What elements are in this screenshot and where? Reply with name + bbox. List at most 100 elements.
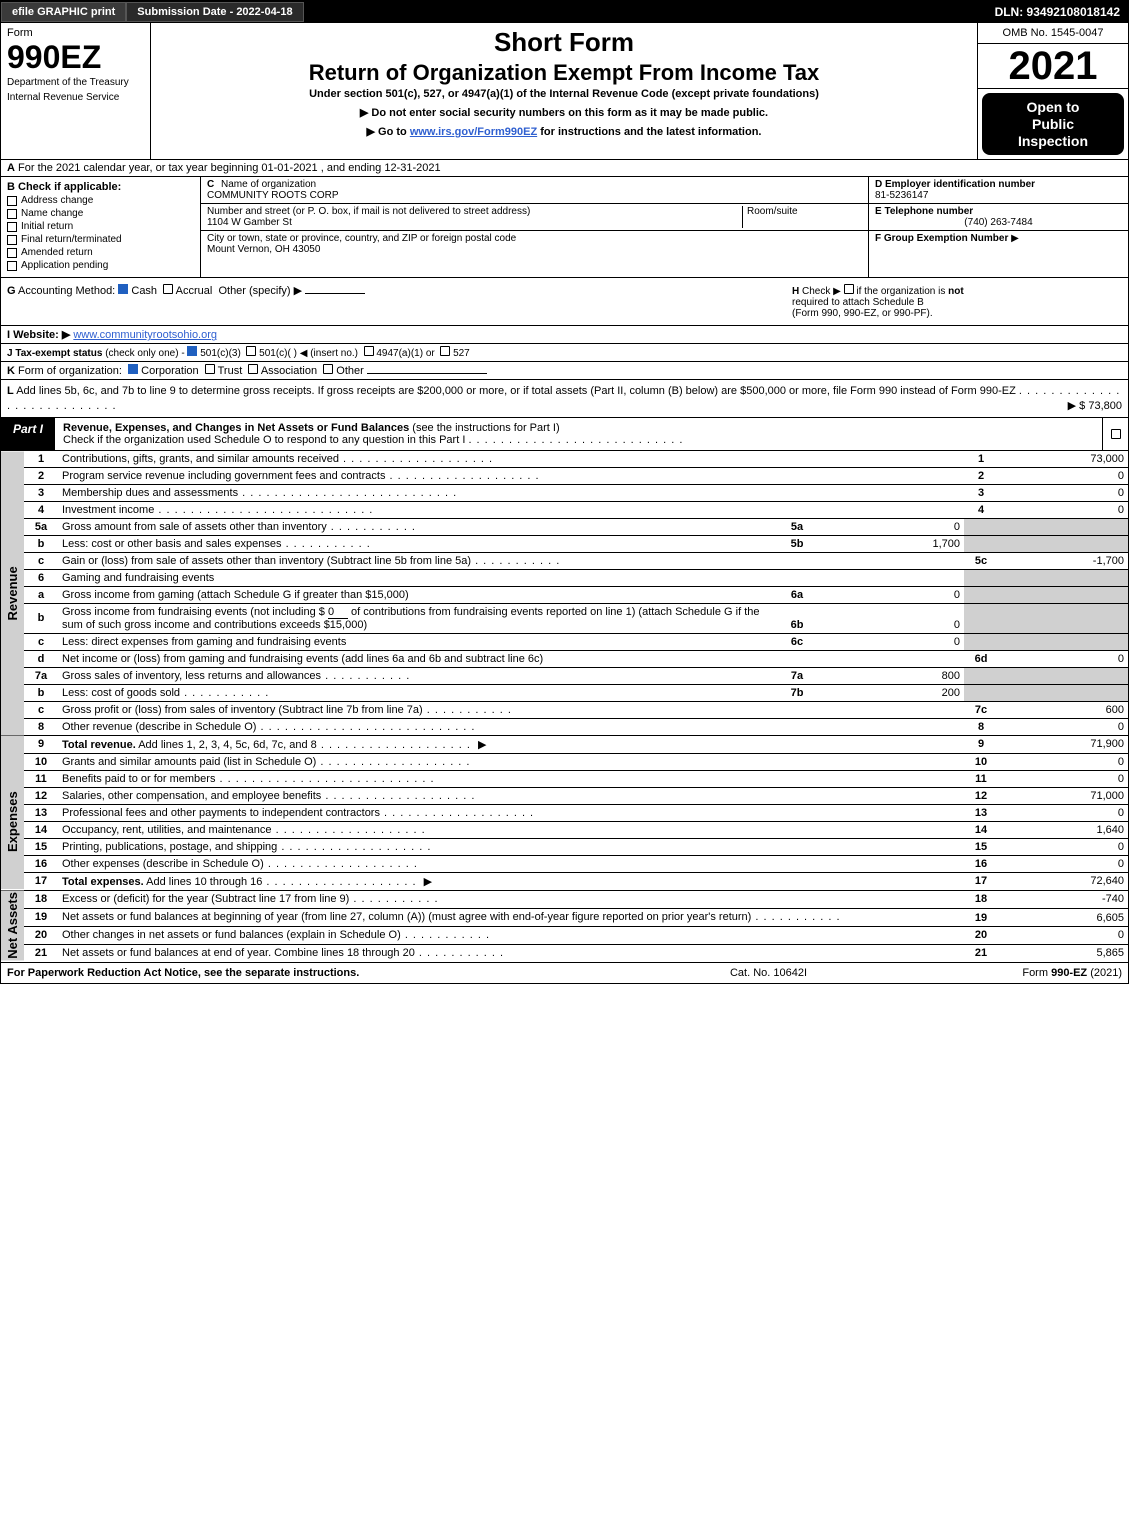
street-cell: Number and street (or P. O. box, if mail… xyxy=(201,204,868,231)
checkbox-icon xyxy=(7,196,17,206)
cb-final-return[interactable]: Final return/terminated xyxy=(7,234,194,245)
out-val: 1,640 xyxy=(998,821,1128,838)
checkbox-icon xyxy=(7,235,17,245)
out-val: 73,000 xyxy=(998,451,1128,468)
in-no: 6b xyxy=(780,603,814,633)
part1-checkbox[interactable] xyxy=(1102,418,1128,450)
k-corp-checkbox-icon[interactable] xyxy=(128,364,138,374)
website-link[interactable]: www.communityrootsohio.org xyxy=(73,329,217,341)
dots-icon xyxy=(180,687,269,699)
form-label: Form xyxy=(7,27,144,39)
out-no xyxy=(964,633,998,650)
cb-address-change[interactable]: Address change xyxy=(7,195,194,206)
street-lab: Number and street (or P. O. box, if mail… xyxy=(207,206,530,217)
open-line1: Open to xyxy=(1027,99,1080,115)
out-val: 0 xyxy=(998,650,1128,667)
ln-no: 3 xyxy=(24,484,58,501)
out-no xyxy=(964,569,998,586)
omb-number: OMB No. 1545-0047 xyxy=(978,23,1128,44)
g-text: Accounting Method: xyxy=(18,285,115,297)
desc: Gross income from gaming (attach Schedul… xyxy=(62,589,409,601)
dots-icon xyxy=(264,858,418,870)
line-5a: 5a Gross amount from sale of assets othe… xyxy=(1,518,1128,535)
out-no: 7c xyxy=(964,701,998,718)
line-g: G Accounting Method: Cash Accrual Other … xyxy=(7,284,792,297)
k-other-input[interactable] xyxy=(367,373,487,374)
accrual-checkbox-icon[interactable] xyxy=(163,284,173,294)
goto-link[interactable]: www.irs.gov/Form990EZ xyxy=(410,126,537,138)
cb-name-change[interactable]: Name change xyxy=(7,208,194,219)
desc: Membership dues and assessments xyxy=(62,487,238,499)
open-line3: Inspection xyxy=(1018,133,1088,149)
out-val: 0 xyxy=(998,501,1128,518)
j-o4: 527 xyxy=(453,348,470,359)
j-o3: 4947(a)(1) or xyxy=(376,348,434,359)
line-21: 21 Net assets or fund balances at end of… xyxy=(1,944,1128,962)
desc: Other expenses (describe in Schedule O) xyxy=(62,858,264,870)
line-a: A For the 2021 calendar year, or tax yea… xyxy=(1,160,1128,177)
h-t2: if the organization is xyxy=(856,286,948,297)
j-527-checkbox-icon[interactable] xyxy=(440,346,450,356)
dept-irs: Internal Revenue Service xyxy=(7,92,144,105)
line-a-label: A xyxy=(7,162,15,174)
cb-amended-return[interactable]: Amended return xyxy=(7,247,194,258)
main-title: Return of Organization Exempt From Incom… xyxy=(157,60,971,86)
j-o2b: ◀ (insert no.) xyxy=(300,348,358,359)
out-no: 18 xyxy=(964,890,998,908)
dots-icon xyxy=(349,893,438,905)
cb-initial-return[interactable]: Initial return xyxy=(7,221,194,232)
ln-no: 14 xyxy=(24,821,58,838)
street-val: 1104 W Gamber St xyxy=(207,217,292,228)
ln-no: 12 xyxy=(24,787,58,804)
cash-checkbox-icon[interactable] xyxy=(118,284,128,294)
out-val: -740 xyxy=(998,890,1128,908)
ln-no: 13 xyxy=(24,804,58,821)
line-k: K Form of organization: Corporation Trus… xyxy=(1,362,1128,380)
out-no: 20 xyxy=(964,926,998,944)
ln-no: 20 xyxy=(24,926,58,944)
dots-icon xyxy=(401,929,490,941)
out-val xyxy=(998,518,1128,535)
in-val: 0 xyxy=(814,518,964,535)
j-o2: 501(c)( ) xyxy=(259,348,297,359)
c-label: C xyxy=(207,179,214,190)
checkbox-icon xyxy=(7,209,17,219)
out-no: 13 xyxy=(964,804,998,821)
j-o1: 501(c)(3) xyxy=(200,348,241,359)
footer-left: For Paperwork Reduction Act Notice, see … xyxy=(7,967,515,979)
efile-print-button[interactable]: efile GRAPHIC print xyxy=(1,2,126,22)
in-no: 7b xyxy=(780,684,814,701)
out-no xyxy=(964,586,998,603)
dots-icon xyxy=(471,555,560,567)
h-not: not xyxy=(948,286,964,297)
cb-application-pending[interactable]: Application pending xyxy=(7,260,194,271)
line-20: 20 Other changes in net assets or fund b… xyxy=(1,926,1128,944)
j-501c-checkbox-icon[interactable] xyxy=(246,346,256,356)
line-5b: b Less: cost or other basis and sales ex… xyxy=(1,535,1128,552)
desc: Net assets or fund balances at end of ye… xyxy=(62,947,415,959)
arrow-icon: ▶ xyxy=(1011,233,1019,244)
j-4947-checkbox-icon[interactable] xyxy=(364,346,374,356)
submission-date-button[interactable]: Submission Date - 2022-04-18 xyxy=(126,2,303,22)
h-checkbox-icon[interactable] xyxy=(844,284,854,294)
footer-center: Cat. No. 10642I xyxy=(515,967,1023,979)
k-other-checkbox-icon[interactable] xyxy=(323,364,333,374)
ein-val: 81-5236147 xyxy=(875,190,928,201)
cb-label: Initial return xyxy=(21,221,73,232)
other-specify-input[interactable] xyxy=(305,293,365,294)
line-4: 4 Investment income 4 0 xyxy=(1,501,1128,518)
ln-no: 15 xyxy=(24,838,58,855)
k-trust-checkbox-icon[interactable] xyxy=(205,364,215,374)
dots-icon xyxy=(321,790,475,802)
in-val: 1,700 xyxy=(814,535,964,552)
goto-post: for instructions and the latest informat… xyxy=(537,126,761,138)
form-page: efile GRAPHIC print Submission Date - 20… xyxy=(0,0,1129,984)
ln-no: c xyxy=(24,701,58,718)
dots-icon xyxy=(327,521,416,533)
j-501c3-checkbox-icon[interactable] xyxy=(187,346,197,356)
line-i: I Website: ▶ www.communityrootsohio.org xyxy=(1,326,1128,344)
city-cell: City or town, state or province, country… xyxy=(201,231,868,257)
k-assoc-checkbox-icon[interactable] xyxy=(248,364,258,374)
in-no: 6c xyxy=(780,633,814,650)
k-o1: Corporation xyxy=(141,365,198,377)
